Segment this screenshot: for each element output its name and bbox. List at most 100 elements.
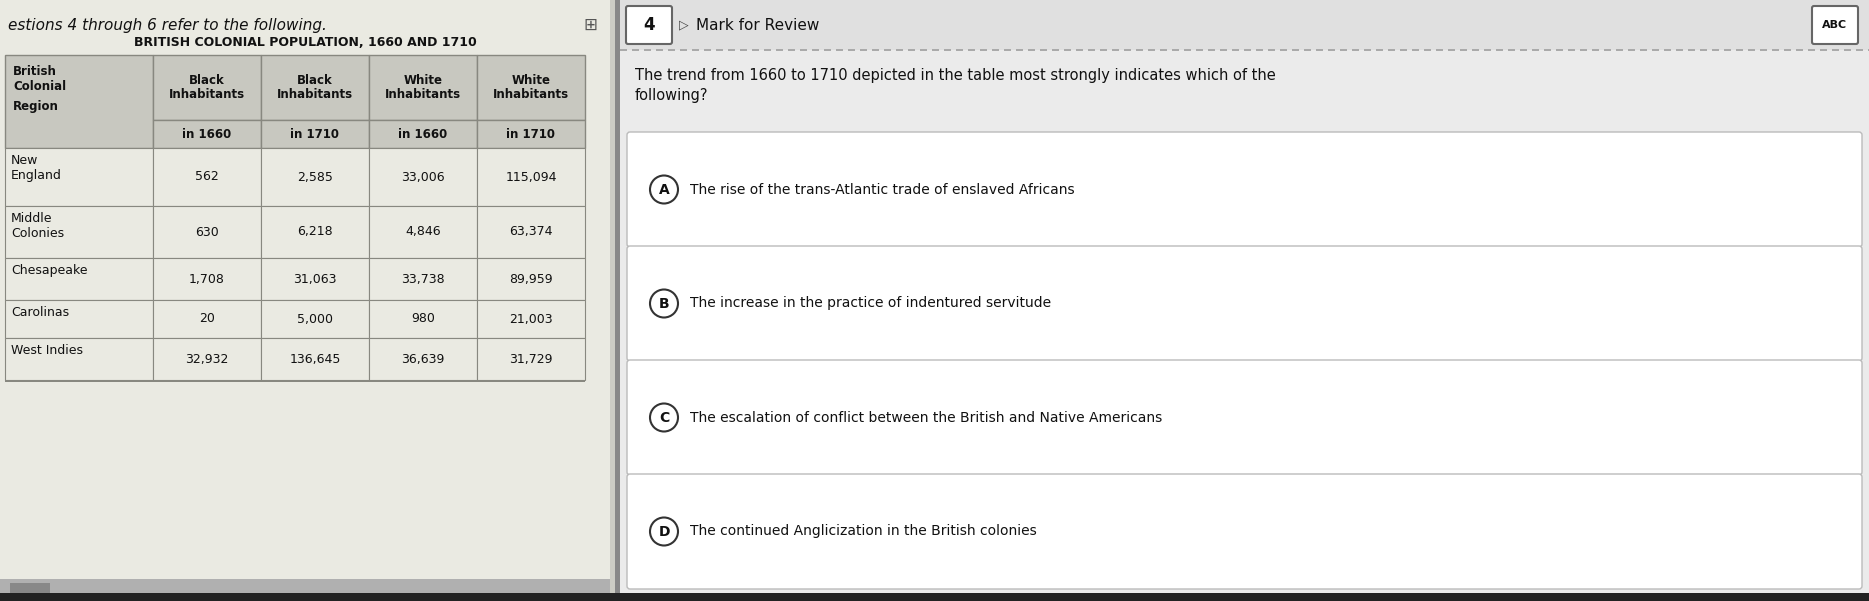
- Bar: [368, 55, 477, 120]
- Bar: [1845, 49, 1850, 50]
- Bar: [1376, 49, 1383, 50]
- Text: 136,645: 136,645: [290, 353, 340, 365]
- Bar: [751, 49, 759, 50]
- Bar: [1772, 49, 1779, 50]
- Bar: [368, 338, 477, 380]
- Bar: [1807, 49, 1815, 50]
- Text: New
England: New England: [11, 154, 62, 182]
- Bar: [1460, 49, 1467, 50]
- Bar: [1701, 49, 1706, 50]
- Bar: [835, 49, 843, 50]
- Bar: [692, 49, 699, 50]
- Bar: [860, 49, 867, 50]
- Bar: [1316, 49, 1323, 50]
- Bar: [1172, 49, 1179, 50]
- Bar: [895, 49, 903, 50]
- Bar: [262, 120, 368, 148]
- Bar: [1196, 49, 1204, 50]
- Bar: [1063, 49, 1071, 50]
- Text: 6,218: 6,218: [297, 225, 333, 239]
- Text: 32,932: 32,932: [185, 353, 228, 365]
- Bar: [153, 338, 262, 380]
- Bar: [262, 338, 368, 380]
- Bar: [368, 258, 477, 300]
- Bar: [1424, 49, 1432, 50]
- Bar: [477, 148, 585, 206]
- Bar: [716, 49, 723, 50]
- Bar: [1617, 49, 1622, 50]
- Bar: [0, 0, 609, 601]
- Bar: [824, 49, 832, 50]
- Bar: [6, 258, 153, 300]
- Bar: [262, 148, 368, 206]
- Bar: [1639, 49, 1647, 50]
- Bar: [1473, 49, 1478, 50]
- Bar: [477, 338, 585, 380]
- Bar: [920, 49, 927, 50]
- Text: The continued Anglicization in the British colonies: The continued Anglicization in the Briti…: [690, 525, 1037, 538]
- Bar: [621, 49, 626, 50]
- Bar: [1340, 49, 1348, 50]
- Bar: [1557, 49, 1562, 50]
- Bar: [1351, 49, 1359, 50]
- Text: Chesapeake: Chesapeake: [11, 264, 88, 277]
- Bar: [1028, 49, 1035, 50]
- Bar: [153, 148, 262, 206]
- Text: The escalation of conflict between the British and Native Americans: The escalation of conflict between the B…: [690, 410, 1163, 424]
- Bar: [1077, 49, 1082, 50]
- Text: 562: 562: [194, 171, 219, 183]
- Text: White
Inhabitants: White Inhabitants: [493, 73, 568, 102]
- Bar: [1761, 49, 1766, 50]
- Bar: [1136, 49, 1144, 50]
- Bar: [477, 55, 585, 120]
- Bar: [6, 148, 153, 206]
- Text: A: A: [658, 183, 669, 197]
- Text: The trend from 1660 to 1710 depicted in the table most strongly indicates which : The trend from 1660 to 1710 depicted in …: [635, 68, 1277, 103]
- Bar: [1256, 49, 1263, 50]
- Text: 21,003: 21,003: [508, 313, 553, 326]
- Text: 115,094: 115,094: [505, 171, 557, 183]
- Text: 2,585: 2,585: [297, 171, 333, 183]
- Bar: [1688, 49, 1695, 50]
- Bar: [1748, 49, 1755, 50]
- Text: Carolinas: Carolinas: [11, 306, 69, 319]
- Bar: [262, 300, 368, 338]
- Text: Region: Region: [13, 100, 60, 113]
- Bar: [645, 49, 650, 50]
- Text: in 1710: in 1710: [290, 127, 340, 141]
- Bar: [764, 49, 772, 50]
- Bar: [477, 300, 585, 338]
- Bar: [1495, 49, 1503, 50]
- Bar: [884, 49, 892, 50]
- Bar: [153, 120, 262, 148]
- Bar: [1592, 49, 1600, 50]
- Text: ⊞: ⊞: [583, 16, 596, 34]
- Bar: [1207, 49, 1215, 50]
- Text: 4: 4: [643, 16, 654, 34]
- Text: BRITISH COLONIAL POPULATION, 1660 AND 1710: BRITISH COLONIAL POPULATION, 1660 AND 17…: [133, 36, 477, 49]
- Bar: [1676, 49, 1682, 50]
- Bar: [368, 300, 477, 338]
- Bar: [153, 206, 262, 258]
- Bar: [262, 258, 368, 300]
- Bar: [6, 380, 585, 382]
- Text: The rise of the trans-Atlantic trade of enslaved Africans: The rise of the trans-Atlantic trade of …: [690, 183, 1075, 197]
- Bar: [1112, 49, 1120, 50]
- Text: British
Colonial: British Colonial: [13, 65, 65, 93]
- Bar: [873, 49, 878, 50]
- Bar: [1305, 49, 1310, 50]
- Text: West Indies: West Indies: [11, 344, 82, 357]
- Bar: [1568, 49, 1576, 50]
- Bar: [968, 49, 976, 50]
- Bar: [1604, 49, 1611, 50]
- Bar: [656, 49, 663, 50]
- Bar: [1820, 49, 1828, 50]
- Text: White
Inhabitants: White Inhabitants: [385, 73, 462, 102]
- Bar: [957, 49, 963, 50]
- Text: 5,000: 5,000: [297, 313, 333, 326]
- Bar: [1088, 49, 1095, 50]
- Text: Mark for Review: Mark for Review: [695, 17, 819, 32]
- Bar: [1856, 49, 1863, 50]
- Bar: [1280, 49, 1288, 50]
- FancyBboxPatch shape: [626, 246, 1862, 361]
